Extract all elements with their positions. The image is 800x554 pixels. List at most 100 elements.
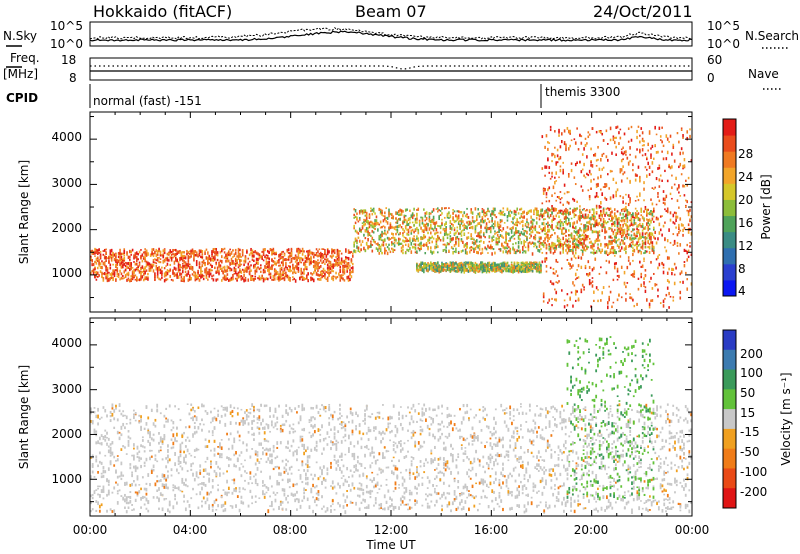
power-cell bbox=[636, 225, 638, 228]
power-cell bbox=[459, 220, 461, 222]
power-cell bbox=[349, 269, 351, 272]
power-cell bbox=[495, 243, 498, 246]
power-cell bbox=[622, 225, 624, 228]
power-cell bbox=[491, 212, 493, 216]
power-cell bbox=[272, 278, 275, 281]
power-cell bbox=[452, 224, 454, 227]
power-cell bbox=[384, 231, 386, 234]
power-cell bbox=[432, 250, 435, 254]
power-cell bbox=[363, 209, 365, 213]
power-cell bbox=[411, 245, 414, 249]
power-cell bbox=[554, 192, 556, 195]
power-cell bbox=[630, 215, 633, 218]
power-cell bbox=[549, 177, 552, 180]
power-cell bbox=[425, 269, 428, 272]
power-cell bbox=[482, 264, 485, 269]
power-cell bbox=[515, 213, 517, 216]
power-cell bbox=[484, 267, 486, 270]
power-cell bbox=[509, 227, 512, 231]
power-cell bbox=[535, 217, 538, 220]
power-cell bbox=[418, 223, 421, 227]
power-cell bbox=[503, 222, 506, 224]
power-cell bbox=[110, 253, 113, 257]
power-cell bbox=[627, 244, 630, 248]
power-cell bbox=[595, 192, 598, 195]
power-cell bbox=[658, 253, 661, 256]
power-cell bbox=[285, 257, 287, 262]
power-cell bbox=[515, 221, 517, 224]
power-cell bbox=[654, 144, 656, 146]
power-cell bbox=[604, 226, 606, 229]
power-cell bbox=[115, 253, 117, 257]
power-cell bbox=[200, 255, 202, 259]
power-cell bbox=[223, 270, 226, 273]
power-cell bbox=[424, 252, 427, 255]
power-cell bbox=[449, 231, 452, 235]
power-cell bbox=[227, 253, 230, 256]
power-cell bbox=[354, 237, 357, 240]
power-cell bbox=[117, 275, 120, 279]
power-cell bbox=[484, 219, 486, 222]
power-cell bbox=[176, 252, 178, 255]
power-cell bbox=[247, 266, 250, 270]
power-cell bbox=[554, 242, 556, 246]
power-cell bbox=[397, 225, 400, 228]
power-cell bbox=[200, 275, 202, 279]
power-cell bbox=[491, 210, 493, 213]
power-cell bbox=[630, 244, 633, 248]
power-cell bbox=[594, 215, 597, 219]
power-cell bbox=[640, 210, 643, 213]
power-cell bbox=[477, 232, 479, 236]
power-cell bbox=[613, 220, 616, 225]
power-cell bbox=[293, 270, 296, 274]
power-cell bbox=[655, 218, 658, 221]
power-cell bbox=[476, 251, 478, 254]
power-cell bbox=[381, 214, 383, 216]
power-cell bbox=[562, 236, 565, 241]
power-cell bbox=[643, 277, 645, 280]
power-cell bbox=[424, 267, 427, 270]
power-cell bbox=[445, 262, 447, 265]
power-cell bbox=[630, 222, 633, 226]
power-cell bbox=[463, 226, 466, 230]
power-cell bbox=[477, 212, 479, 216]
power-cell bbox=[618, 274, 620, 279]
power-cell bbox=[417, 207, 420, 211]
power-cell bbox=[604, 250, 606, 255]
power-cell bbox=[325, 258, 328, 263]
power-cell bbox=[241, 249, 244, 253]
power-cell bbox=[520, 212, 523, 215]
power-cell bbox=[409, 221, 411, 224]
power-cell bbox=[611, 151, 613, 155]
power-cell bbox=[489, 268, 492, 271]
power-cell bbox=[397, 214, 400, 216]
power-cell bbox=[637, 212, 640, 215]
power-cell bbox=[556, 235, 559, 239]
power-cell bbox=[416, 209, 418, 211]
power-cell bbox=[625, 213, 627, 218]
power-cell bbox=[611, 223, 613, 225]
power-cell bbox=[608, 228, 610, 231]
power-cell bbox=[574, 249, 577, 252]
power-cell bbox=[477, 251, 479, 255]
power-cell bbox=[661, 150, 663, 153]
power-cell bbox=[597, 223, 599, 227]
power-cell bbox=[156, 275, 159, 279]
power-cell bbox=[488, 226, 491, 230]
power-cell bbox=[434, 261, 436, 265]
power-cell bbox=[523, 242, 525, 245]
power-cell bbox=[597, 182, 599, 186]
power-cell bbox=[391, 241, 393, 244]
power-cell bbox=[608, 298, 610, 302]
power-cell bbox=[99, 270, 102, 274]
power-cell bbox=[400, 226, 403, 229]
power-cell bbox=[303, 269, 305, 272]
power-cell bbox=[542, 243, 545, 247]
power-cell bbox=[183, 254, 185, 259]
power-cell bbox=[487, 207, 489, 211]
power-cell bbox=[180, 252, 183, 256]
power-cell bbox=[385, 249, 388, 252]
power-cell bbox=[234, 249, 237, 252]
power-cell bbox=[630, 296, 633, 300]
power-cell bbox=[541, 242, 544, 246]
